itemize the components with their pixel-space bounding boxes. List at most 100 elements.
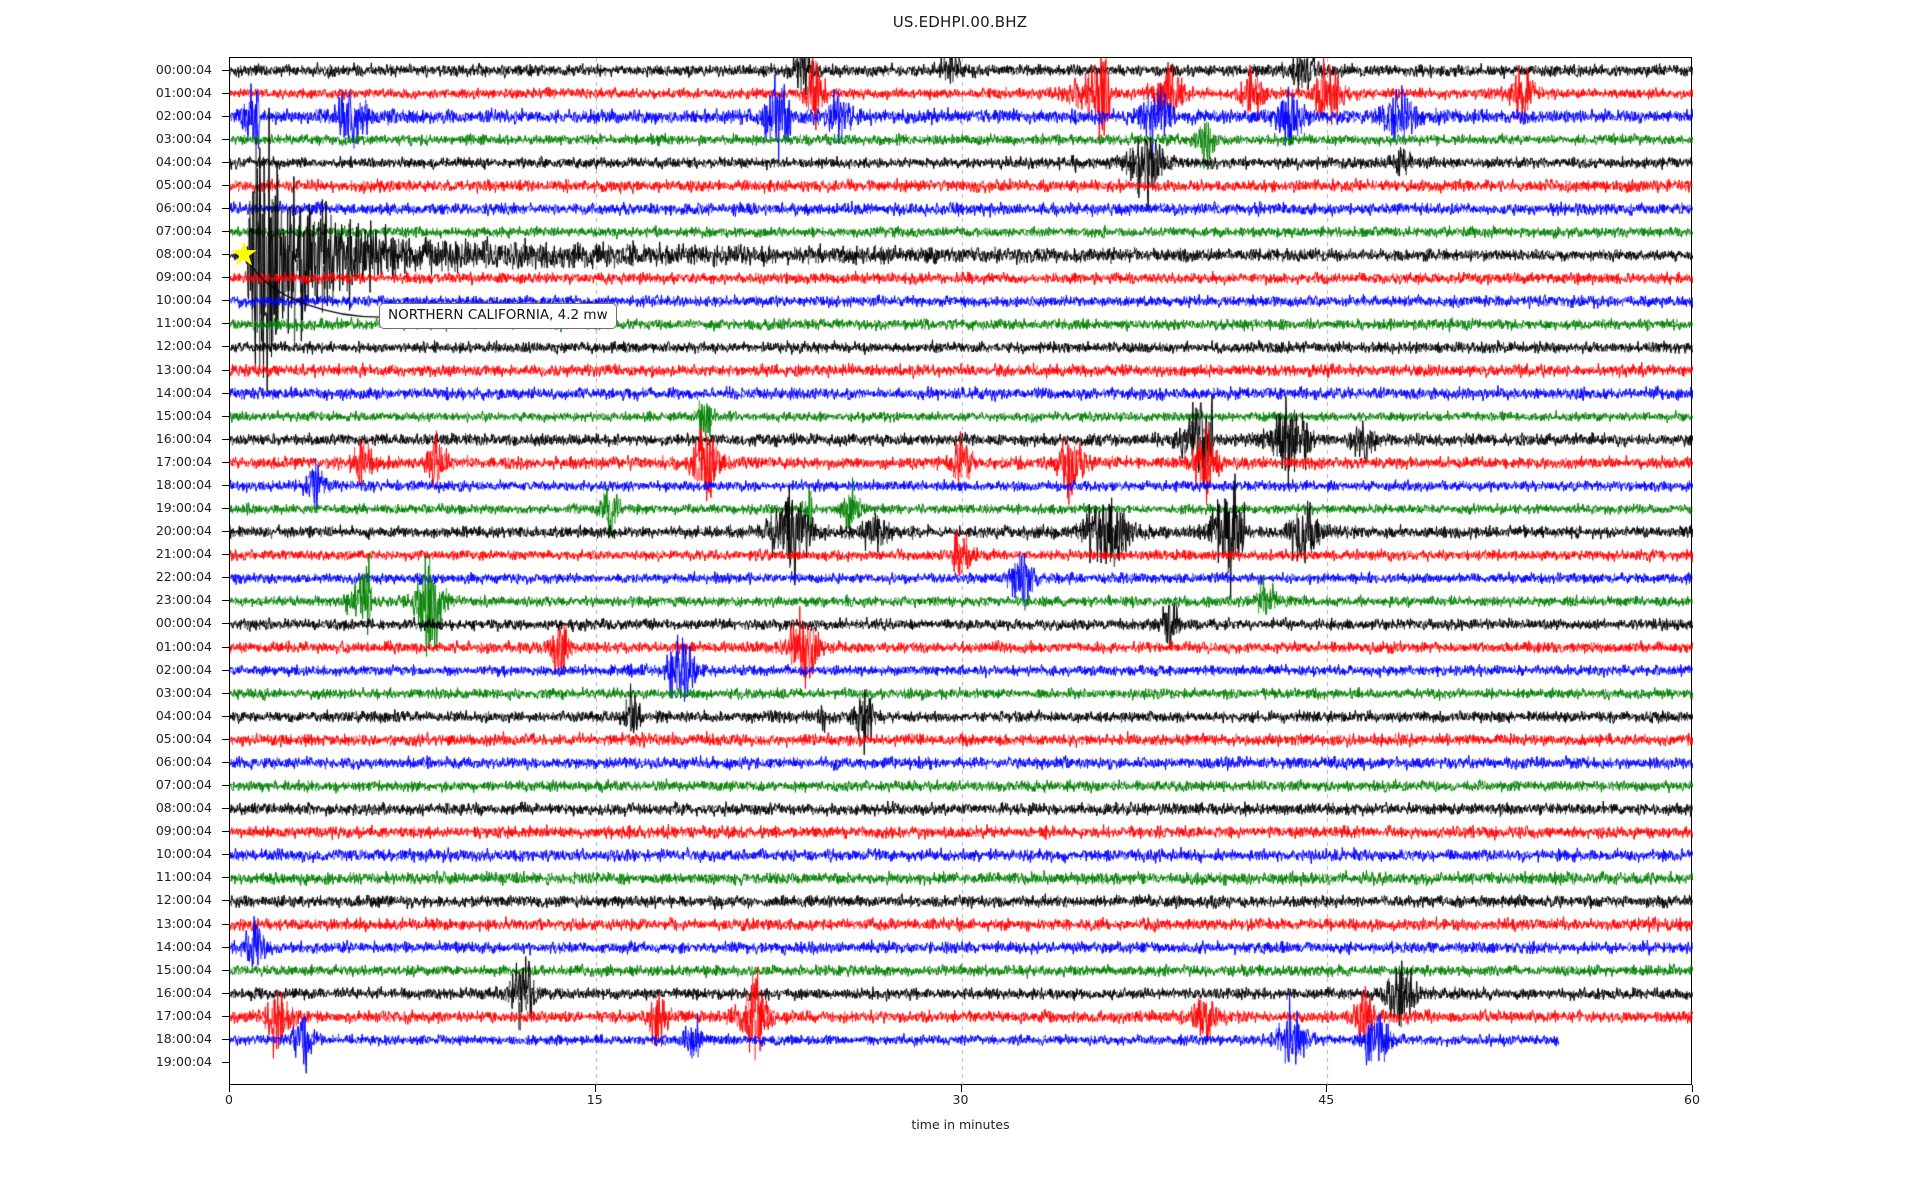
y-tick-label-30: 06:00:04 <box>155 753 212 769</box>
y-tick-mark-27 <box>222 692 230 694</box>
y-tick-mark-28 <box>222 715 230 717</box>
x-tick-mark-0 <box>229 1085 230 1092</box>
x-tick-label-3: 45 <box>1318 1092 1335 1107</box>
y-tick-label-42: 18:00:04 <box>155 1030 212 1046</box>
y-tick-label-0: 00:00:04 <box>155 61 212 77</box>
y-tick-mark-4 <box>222 161 230 163</box>
y-tick-mark-43 <box>222 1062 230 1063</box>
y-tick-mark-19 <box>222 508 230 510</box>
y-tick-mark-31 <box>222 785 230 787</box>
y-tick-label-16: 16:00:04 <box>155 430 212 446</box>
y-tick-mark-33 <box>222 831 230 833</box>
y-tick-mark-37 <box>222 923 230 925</box>
y-tick-mark-16 <box>222 438 230 440</box>
y-tick-label-25: 01:00:04 <box>155 638 212 654</box>
y-tick-label-31: 07:00:04 <box>155 777 212 793</box>
y-tick-mark-38 <box>222 946 230 948</box>
y-tick-label-17: 17:00:04 <box>155 453 212 469</box>
y-tick-mark-8 <box>222 254 230 256</box>
y-tick-label-15: 15:00:04 <box>155 407 212 423</box>
y-tick-mark-10 <box>222 300 230 302</box>
y-tick-label-33: 09:00:04 <box>155 823 212 839</box>
x-tick-mark-1 <box>594 1085 596 1092</box>
y-tick-label-22: 22:00:04 <box>155 569 212 585</box>
y-tick-label-23: 23:00:04 <box>155 592 212 608</box>
y-tick-label-20: 20:00:04 <box>155 523 212 539</box>
y-tick-label-27: 03:00:04 <box>155 684 212 700</box>
y-tick-mark-14 <box>222 392 230 394</box>
y-tick-label-7: 07:00:04 <box>155 223 212 239</box>
y-tick-mark-3 <box>222 138 230 140</box>
y-tick-label-18: 18:00:04 <box>155 476 212 492</box>
y-tick-mark-29 <box>222 738 230 740</box>
y-tick-label-41: 17:00:04 <box>155 1007 212 1023</box>
y-tick-label-9: 09:00:04 <box>155 269 212 285</box>
y-tick-mark-22 <box>222 577 230 579</box>
y-tick-mark-36 <box>222 900 230 902</box>
plot-axes <box>229 57 1693 1086</box>
y-tick-label-28: 04:00:04 <box>155 707 212 723</box>
y-tick-label-39: 15:00:04 <box>155 961 212 977</box>
y-tick-mark-41 <box>222 1015 230 1017</box>
y-tick-label-36: 12:00:04 <box>155 892 212 908</box>
y-tick-label-8: 08:00:04 <box>155 246 212 262</box>
y-tick-mark-34 <box>222 854 230 856</box>
y-tick-mark-11 <box>222 323 230 325</box>
y-tick-mark-39 <box>222 969 230 971</box>
y-tick-label-43: 19:00:04 <box>155 1054 212 1069</box>
x-tick-mark-2 <box>960 1085 962 1092</box>
y-tick-label-5: 05:00:04 <box>155 176 212 192</box>
y-tick-label-19: 19:00:04 <box>155 500 212 516</box>
x-tick-label-2: 30 <box>952 1092 969 1107</box>
y-axis-tick-labels: 00:00:04 01:00:04 02:00:04 03:00:04 04:00:04… <box>0 0 230 1200</box>
y-tick-mark-18 <box>222 484 230 486</box>
y-tick-mark-30 <box>222 761 230 763</box>
y-tick-label-35: 11:00:04 <box>155 869 212 885</box>
y-tick-mark-12 <box>222 346 230 348</box>
y-tick-mark-32 <box>222 808 230 810</box>
y-tick-mark-13 <box>222 369 230 371</box>
y-tick-mark-42 <box>222 1038 230 1040</box>
helicorder-traces <box>230 58 1693 1086</box>
y-tick-label-6: 06:00:04 <box>155 199 212 215</box>
y-tick-mark-9 <box>222 277 230 279</box>
y-tick-mark-1 <box>222 92 230 94</box>
x-tick-mark-4 <box>1692 1085 1693 1092</box>
y-tick-label-13: 13:00:04 <box>155 361 212 377</box>
y-tick-label-34: 10:00:04 <box>155 846 212 862</box>
y-tick-mark-20 <box>222 531 230 533</box>
y-tick-mark-26 <box>222 669 230 671</box>
y-tick-mark-15 <box>222 415 230 417</box>
x-tick-label-4: 60 <box>1684 1092 1700 1107</box>
y-tick-label-37: 13:00:04 <box>155 915 212 931</box>
y-tick-label-1: 01:00:04 <box>155 84 212 100</box>
y-tick-mark-2 <box>222 115 230 117</box>
y-tick-mark-17 <box>222 461 230 463</box>
y-tick-mark-21 <box>222 554 230 556</box>
y-tick-mark-7 <box>222 231 230 233</box>
y-tick-label-14: 14:00:04 <box>155 384 212 400</box>
y-tick-label-26: 02:00:04 <box>155 661 212 677</box>
y-tick-mark-24 <box>222 623 230 625</box>
y-tick-label-40: 16:00:04 <box>155 984 212 1000</box>
y-tick-label-29: 05:00:04 <box>155 730 212 746</box>
y-tick-mark-40 <box>222 992 230 994</box>
y-tick-label-32: 08:00:04 <box>155 800 212 816</box>
y-tick-mark-0 <box>222 69 230 71</box>
x-tick-mark-3 <box>1326 1085 1328 1092</box>
y-tick-label-11: 11:00:04 <box>155 315 212 331</box>
y-tick-label-38: 14:00:04 <box>155 938 212 954</box>
y-tick-label-21: 21:00:04 <box>155 546 212 562</box>
x-tick-label-0: 0 <box>225 1092 233 1107</box>
y-tick-label-12: 12:00:04 <box>155 338 212 354</box>
y-tick-mark-25 <box>222 646 230 648</box>
y-tick-label-4: 04:00:04 <box>155 153 212 169</box>
y-tick-mark-35 <box>222 877 230 879</box>
page-title: US.EDHPI.00.BHZ <box>892 13 1028 31</box>
event-annotation-label: NORTHERN CALIFORNIA, 4.2 mw <box>379 303 617 329</box>
y-tick-label-24: 00:00:04 <box>155 615 212 631</box>
y-tick-label-3: 03:00:04 <box>155 130 212 146</box>
y-tick-mark-6 <box>222 207 230 209</box>
x-axis-label: time in minutes <box>911 1117 1010 1132</box>
